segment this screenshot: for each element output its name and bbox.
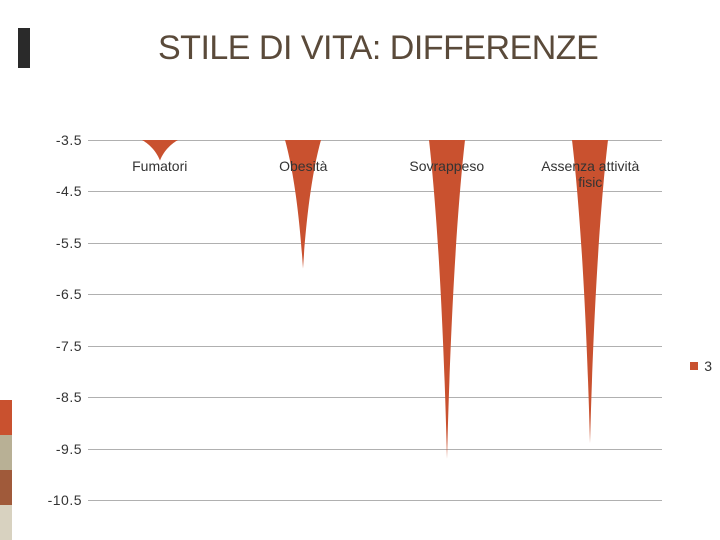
chart-area: -3.5-4.5-5.5-6.5-7.5-8.5-9.5-10.5Fumator… <box>42 140 662 500</box>
y-axis-tick-label: -6.5 <box>42 286 82 302</box>
y-axis-tick-label: -10.5 <box>42 492 82 508</box>
y-axis-tick-label: -7.5 <box>42 338 82 354</box>
category-label: Assenza attivitàfisic <box>541 158 639 190</box>
plot-area <box>88 140 662 500</box>
y-axis-tick-label: -4.5 <box>42 183 82 199</box>
title-accent-block <box>18 28 30 68</box>
gridline <box>88 449 662 450</box>
data-spike <box>429 140 465 459</box>
gridline <box>88 500 662 501</box>
page-title: STILE DI VITA: DIFFERENZE <box>158 29 598 68</box>
legend-label: 3 <box>704 358 712 374</box>
left-decorative-stripe <box>0 400 12 540</box>
legend: 3 <box>690 358 712 374</box>
y-axis-tick-label: -8.5 <box>42 389 82 405</box>
category-label: Obesità <box>279 158 327 174</box>
y-axis-tick-label: -5.5 <box>42 235 82 251</box>
category-label: Sovrappeso <box>409 158 484 174</box>
y-axis-tick-label: -3.5 <box>42 132 82 148</box>
category-label: Fumatori <box>132 158 187 174</box>
legend-marker <box>690 362 698 370</box>
y-axis-tick-label: -9.5 <box>42 441 82 457</box>
